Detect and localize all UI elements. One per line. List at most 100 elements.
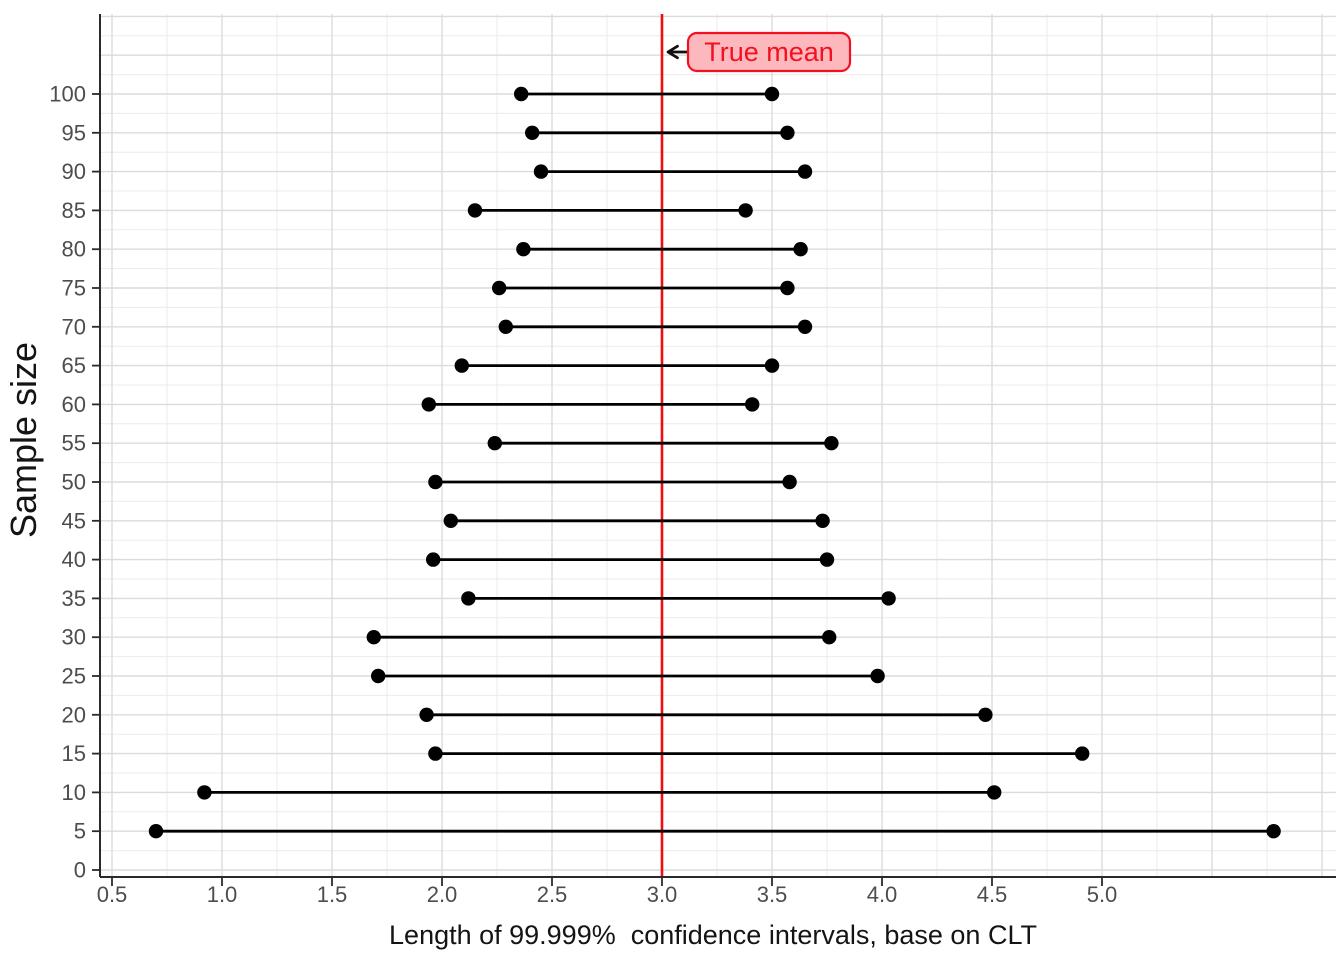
- annotation-box: [686, 31, 852, 73]
- ci-endpoint-lower: [197, 785, 212, 800]
- ci-endpoint-lower: [454, 358, 469, 373]
- ci-endpoint-upper: [987, 785, 1002, 800]
- x-tick-label: 4.5: [977, 882, 1008, 907]
- ci-row-n-70: [498, 319, 813, 334]
- ci-row-n-40: [426, 552, 835, 567]
- ci-endpoint-upper: [870, 668, 885, 684]
- x-tick-label: 5.0: [1087, 882, 1118, 907]
- true-mean-annotation: True mean: [666, 31, 852, 73]
- ci-endpoint-upper: [815, 513, 830, 528]
- x-tick-label: 1.5: [317, 882, 348, 907]
- y-tick-label: 95: [62, 120, 86, 145]
- x-axis-title: Length of 99.999% confidence intervals, …: [389, 920, 1037, 950]
- ci-endpoint-upper: [738, 203, 753, 218]
- ci-row-n-10: [197, 785, 1002, 800]
- ci-endpoint-lower: [371, 668, 386, 684]
- x-tick-label: 3.0: [647, 882, 678, 907]
- ci-endpoint-lower: [514, 86, 529, 102]
- y-tick-label: 40: [62, 547, 86, 572]
- ci-endpoint-upper: [797, 319, 813, 334]
- ci-row-n-35: [461, 591, 896, 606]
- ci-row-n-80: [516, 242, 808, 257]
- ci-endpoint-upper: [797, 164, 813, 179]
- ci-endpoint-upper: [780, 280, 795, 296]
- y-tick-label: 65: [62, 353, 86, 378]
- y-tick-label: 15: [62, 741, 86, 766]
- ci-row-n-50: [428, 474, 797, 490]
- ci-endpoint-upper: [822, 630, 837, 645]
- ci-endpoint-lower: [467, 203, 483, 218]
- ci-row-n-20: [419, 707, 993, 722]
- gridlines-minor: [100, 14, 1336, 877]
- y-tick-label: 10: [62, 780, 86, 805]
- x-tick-label: 0.5: [97, 882, 128, 907]
- ci-endpoint-lower: [525, 125, 540, 140]
- ci-endpoint-lower: [487, 436, 502, 451]
- y-tick-label: 0: [74, 858, 86, 883]
- ci-endpoint-lower: [428, 474, 443, 490]
- ci-row-n-5: [148, 824, 1281, 839]
- ci-endpoint-lower: [428, 746, 443, 761]
- ci-endpoint-upper: [793, 242, 808, 257]
- ci-endpoint-lower: [516, 242, 531, 257]
- y-tick-label: 100: [49, 82, 86, 107]
- ci-endpoint-upper: [1075, 746, 1090, 761]
- ci-endpoint-lower: [419, 707, 434, 722]
- y-tick-label: 75: [62, 276, 86, 301]
- confidence-intervals-group: [148, 86, 1281, 839]
- ci-row-n-90: [533, 164, 813, 179]
- ci-row-n-60: [421, 397, 760, 412]
- ci-row-n-45: [443, 513, 830, 528]
- x-tick-label: 2.5: [537, 882, 568, 907]
- ci-endpoint-upper: [978, 707, 993, 722]
- ci-row-n-15: [428, 746, 1090, 761]
- axes-group: [92, 14, 1336, 886]
- x-tick-label: 1.0: [207, 882, 238, 907]
- y-tick-label: 30: [62, 625, 86, 650]
- y-tick-label: 70: [62, 314, 86, 339]
- y-tick-label: 25: [62, 664, 86, 689]
- ci-endpoint-lower: [443, 513, 458, 528]
- ci-endpoint-lower: [366, 630, 381, 645]
- ci-row-n-85: [467, 203, 753, 218]
- y-tick-label: 80: [62, 237, 86, 262]
- y-tick-label: 55: [62, 431, 86, 456]
- y-tick-label: 85: [62, 198, 86, 223]
- y-tick-label: 35: [62, 586, 86, 611]
- ci-endpoint-upper: [782, 474, 797, 490]
- x-tick-label: 3.5: [757, 882, 788, 907]
- x-tick-label: 2.0: [427, 882, 458, 907]
- ci-endpoint-lower: [498, 319, 513, 334]
- y-axis-title: Sample size: [3, 342, 44, 538]
- ci-endpoint-upper: [745, 397, 760, 412]
- ci-endpoint-upper: [764, 86, 780, 102]
- x-tick-label: 4.0: [867, 882, 898, 907]
- ci-endpoint-lower: [148, 824, 164, 839]
- y-tick-label: 60: [62, 392, 86, 417]
- ci-endpoint-upper: [764, 358, 780, 373]
- ci-endpoint-upper: [824, 436, 839, 451]
- ci-endpoint-lower: [461, 591, 476, 606]
- gridlines-major: [100, 14, 1336, 877]
- ci-endpoint-lower: [492, 280, 507, 296]
- ci-endpoint-upper: [881, 591, 896, 606]
- y-tick-label: 5: [74, 819, 86, 844]
- ci-row-n-75: [492, 280, 795, 296]
- ci-endpoint-upper: [1266, 824, 1281, 839]
- ci-row-n-65: [454, 358, 780, 373]
- ci-endpoint-lower: [426, 552, 441, 567]
- ci-endpoint-upper: [819, 552, 835, 567]
- y-tick-label: 45: [62, 508, 86, 533]
- y-tick-label: 20: [62, 702, 86, 727]
- tick-labels-group: 0.5 1.0 1.5 2.0 2.5 3.0 3.5 4.0 4.5 5.0 0 5 10 15 20 25…: [49, 82, 1117, 908]
- ci-row-n-55: [487, 436, 839, 451]
- ci-row-n-95: [525, 125, 795, 140]
- ci-row-n-30: [366, 630, 837, 645]
- left-arrow-icon: [666, 44, 689, 60]
- y-tick-label: 50: [62, 470, 86, 495]
- ci-endpoint-lower: [421, 397, 436, 412]
- ci-row-n-25: [371, 668, 885, 684]
- ci-endpoint-upper: [780, 125, 795, 140]
